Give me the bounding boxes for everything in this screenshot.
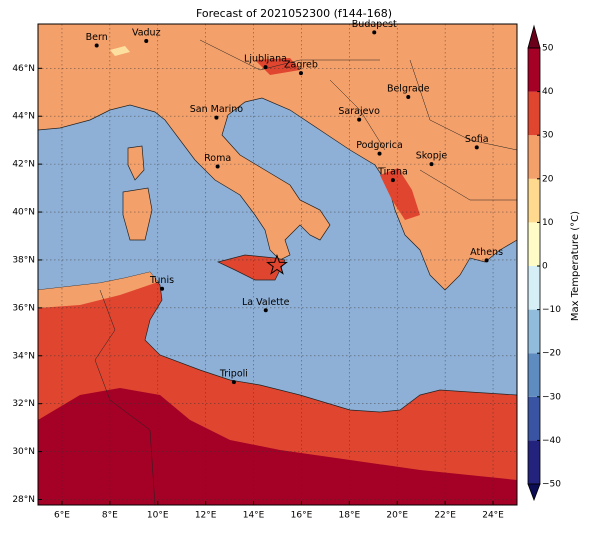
city-dot bbox=[474, 145, 479, 150]
colorbar-band bbox=[528, 48, 540, 92]
lon-tick-label: 22°E bbox=[434, 511, 456, 521]
lat-tick-label: 34°N bbox=[12, 351, 35, 361]
city-label: Skopje bbox=[416, 151, 448, 162]
city-label: Zagreb bbox=[284, 60, 318, 71]
colorbar-tick-label: 30 bbox=[542, 131, 554, 141]
city-dot bbox=[263, 65, 268, 70]
lat-tick-label: 30°N bbox=[12, 447, 35, 457]
city-label: La Valette bbox=[242, 297, 290, 308]
colorbar-tick-label: 20 bbox=[542, 174, 554, 184]
lat-tick-label: 44°N bbox=[12, 112, 35, 122]
city-dot bbox=[214, 115, 219, 120]
city-label: Tunis bbox=[149, 275, 174, 286]
colorbar-band bbox=[528, 135, 540, 179]
lat-tick-label: 40°N bbox=[12, 208, 35, 218]
city-dot bbox=[231, 380, 236, 385]
colorbar-tick-label: −20 bbox=[542, 349, 561, 359]
lon-tick-label: 18°E bbox=[339, 511, 361, 521]
city-label: Belgrade bbox=[387, 84, 430, 95]
lon-tick-label: 8°E bbox=[102, 511, 118, 521]
city-dot bbox=[215, 164, 220, 169]
lat-tick-label: 42°N bbox=[12, 160, 35, 170]
city-dot bbox=[357, 117, 362, 122]
colorbar-extend-under bbox=[527, 483, 541, 502]
city-label: Ljubljana bbox=[244, 54, 287, 65]
title: Forecast of 2021052300 (f144-168) bbox=[196, 7, 392, 20]
hot-patch bbox=[255, 58, 420, 220]
colorbar-band bbox=[528, 309, 540, 354]
lon-tick-label: 24°E bbox=[482, 511, 504, 521]
city-dot bbox=[429, 162, 434, 167]
city-dot bbox=[94, 43, 99, 48]
europe-land bbox=[38, 24, 517, 291]
city-dot bbox=[484, 258, 489, 263]
lat-tick-label: 32°N bbox=[12, 399, 35, 409]
colorbar-tick-label: −40 bbox=[542, 436, 561, 446]
sardinia bbox=[122, 187, 153, 241]
lat-tick-label: 28°N bbox=[12, 495, 35, 505]
colorbar-tick-label: 0 bbox=[542, 262, 548, 272]
city-dot bbox=[406, 95, 411, 100]
city-dot bbox=[144, 39, 149, 44]
lat-tick-label: 36°N bbox=[12, 303, 35, 313]
colorbar-band bbox=[528, 91, 540, 136]
colorbar-band bbox=[528, 266, 540, 310]
colorbar-band bbox=[528, 440, 540, 484]
city-dot bbox=[160, 286, 165, 291]
lon-tick-label: 12°E bbox=[195, 511, 217, 521]
city-label: Athens bbox=[470, 247, 503, 258]
city-dot bbox=[372, 30, 377, 35]
city-dot bbox=[390, 178, 395, 183]
city-label: Bern bbox=[86, 32, 108, 43]
city-dot bbox=[298, 71, 303, 76]
lon-tick-label: 16°E bbox=[291, 511, 313, 521]
map-frame bbox=[37, 23, 518, 506]
city-label: Sofia bbox=[465, 134, 489, 145]
lon-tick-label: 10°E bbox=[147, 511, 169, 521]
city-label: Tripoli bbox=[219, 369, 248, 380]
city-label: Tirana bbox=[377, 167, 408, 178]
alps-cool bbox=[110, 46, 130, 56]
colorbar-tick-label: 10 bbox=[542, 218, 554, 228]
colorbar-tick-label: −50 bbox=[542, 480, 561, 490]
lat-tick-label: 46°N bbox=[12, 64, 35, 74]
colorbar-extend-over bbox=[527, 24, 541, 49]
colorbar-band bbox=[528, 396, 540, 441]
corsica bbox=[127, 145, 145, 181]
city-label: Podgorica bbox=[356, 140, 403, 151]
overlay: 6°E 8°E 10°E 12°E 14°E 16°E 18°E 20°E 22°E 24°E 28… bbox=[12, 19, 517, 521]
borders bbox=[94, 39, 517, 505]
city-dot bbox=[377, 151, 382, 156]
colorbar-label: Max Temperature (°C) bbox=[570, 211, 581, 321]
forecast-point bbox=[266, 253, 288, 275]
city-label: Vaduz bbox=[132, 28, 161, 39]
lon-tick-label: 20°E bbox=[386, 511, 408, 521]
city-dot bbox=[263, 308, 268, 313]
city-label: San Marino bbox=[190, 104, 243, 115]
colorbar-band bbox=[528, 178, 540, 223]
colorbar-tick-label: 40 bbox=[542, 87, 554, 97]
lat-tick-label: 38°N bbox=[12, 255, 35, 265]
lon-tick-label: 6°E bbox=[54, 511, 70, 521]
city-label: Roma bbox=[204, 153, 231, 164]
tunisia-coast bbox=[38, 272, 158, 308]
colorbar-band bbox=[528, 353, 540, 397]
city-label: Sarajevo bbox=[338, 106, 380, 117]
colorbar-tick-label: 50 bbox=[542, 44, 554, 54]
colorbar-band bbox=[528, 222, 540, 266]
lon-tick-label: 14°E bbox=[243, 511, 265, 521]
colorbar-tick-label: −30 bbox=[542, 392, 561, 402]
colorbar-tick-label: −10 bbox=[542, 305, 561, 315]
